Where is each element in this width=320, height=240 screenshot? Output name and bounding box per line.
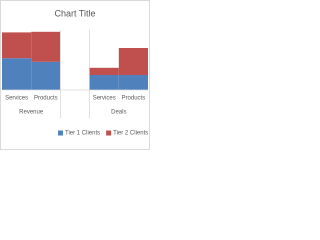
chart: Chart Title Services Products Revenue Servi… (0, 0, 150, 150)
bar-segment (118, 75, 148, 90)
legend-label: Tier 1 Clients (65, 131, 100, 137)
x-tick-label: Products (122, 96, 146, 102)
bar-segment (31, 61, 61, 90)
group-label: Deals (111, 110, 126, 116)
bar-segment (89, 75, 119, 90)
chart-title: Chart Title (54, 8, 95, 18)
bar-segment (89, 67, 119, 75)
bar-segment (31, 31, 61, 62)
x-tick-label: Services (5, 96, 28, 102)
legend-swatch (106, 130, 112, 136)
legend-swatch (58, 130, 63, 136)
bar-segment (2, 58, 32, 90)
x-tick-label: Services (93, 96, 116, 102)
legend-label: Tier 2 Clients (113, 131, 148, 137)
bar-segment (2, 32, 32, 59)
bar-segment (118, 48, 148, 75)
group-label: Revenue (19, 110, 44, 116)
x-tick-label: Products (34, 96, 58, 102)
